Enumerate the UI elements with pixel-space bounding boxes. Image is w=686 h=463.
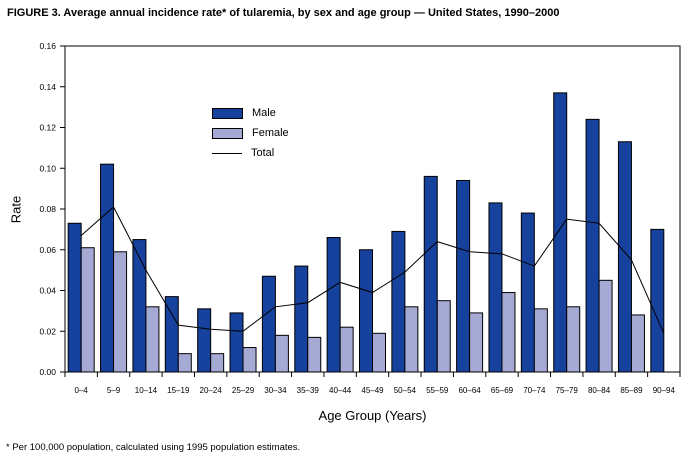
bar-female-70–74 xyxy=(533,308,548,373)
x-category-label: 90–94 xyxy=(653,386,676,395)
y-tick-label: 0.10 xyxy=(39,163,56,173)
bar-female-80–84 xyxy=(598,279,613,373)
x-category-label: 45–49 xyxy=(361,386,384,395)
x-category-label: 0–4 xyxy=(75,386,89,395)
bar-male-85–89 xyxy=(617,141,632,373)
bar-male-5–9 xyxy=(100,163,115,373)
chart-legend: Male Female Total xyxy=(212,103,289,163)
bar-female-75–79 xyxy=(566,306,581,373)
x-category-label: 65–69 xyxy=(491,386,514,395)
bar-male-90–94 xyxy=(650,228,665,373)
x-category-label: 30–34 xyxy=(264,386,287,395)
legend-item-male: Male xyxy=(212,103,289,123)
x-category-label: 70–74 xyxy=(523,386,546,395)
bar-male-40–44 xyxy=(326,237,341,373)
total-line xyxy=(80,206,665,334)
bar-male-80–84 xyxy=(585,118,600,373)
y-tick-label: 0.02 xyxy=(39,326,56,336)
x-category-label: 35–39 xyxy=(297,386,320,395)
bar-male-25–29 xyxy=(229,312,244,373)
x-category-label: 55–59 xyxy=(426,386,449,395)
tularemia-incidence-chart: 0.00 0.02 0.04 0.06 0.08 0.10 0.12 0.14 0.16 0–4 5… xyxy=(39,41,681,395)
bar-female-45–49 xyxy=(372,332,386,373)
x-category-label: 80–84 xyxy=(588,386,611,395)
bar-male-45–49 xyxy=(359,249,373,373)
y-tick-label: 0.14 xyxy=(39,82,56,92)
bar-female-65–69 xyxy=(501,292,516,373)
x-category-label: 85–89 xyxy=(620,386,643,395)
x-category-label: 5–9 xyxy=(107,386,121,395)
bar-male-60–64 xyxy=(456,179,471,373)
bar-male-0–4 xyxy=(67,222,82,373)
bar-female-40–44 xyxy=(339,326,354,373)
figure-title: FIGURE 3. Average annual incidence rate*… xyxy=(7,7,560,19)
bar-female-15–19 xyxy=(177,353,192,373)
y-tick-label: 0.08 xyxy=(39,204,56,214)
bar-male-15–19 xyxy=(164,296,179,373)
y-tick-label: 0.16 xyxy=(39,41,56,51)
legend-total-label: Total xyxy=(251,147,275,159)
bar-female-20–24 xyxy=(210,353,225,373)
bar-male-50–54 xyxy=(391,230,406,373)
bar-female-85–89 xyxy=(630,314,645,373)
bar-female-30–34 xyxy=(274,334,289,373)
bar-male-65–69 xyxy=(488,202,503,373)
bar-female-60–64 xyxy=(469,312,484,373)
bar-female-10–14 xyxy=(145,306,160,373)
x-category-label: 60–64 xyxy=(458,386,481,395)
female-series-swatch xyxy=(212,127,243,139)
y-axis-label: Rate xyxy=(8,195,24,224)
x-category-label: 15–19 xyxy=(167,386,190,395)
y-tick-label: 0.12 xyxy=(39,123,56,133)
bar-male-35–39 xyxy=(294,265,309,373)
bar-female-0–4 xyxy=(80,247,95,373)
x-category-label: 10–14 xyxy=(135,386,158,395)
x-category-label: 25–29 xyxy=(232,386,255,395)
legend-item-female: Female xyxy=(212,123,289,143)
bar-male-30–34 xyxy=(261,275,276,373)
legend-item-total: Total xyxy=(212,143,289,163)
y-tick-label: 0.06 xyxy=(39,245,56,255)
legend-male-label: Male xyxy=(252,107,276,119)
bar-male-20–24 xyxy=(197,308,212,373)
footnote: * Per 100,000 population, calculated usi… xyxy=(6,442,301,453)
x-category-label: 75–79 xyxy=(556,386,579,395)
total-series-swatch xyxy=(212,152,242,154)
y-tick-label: 0.04 xyxy=(39,286,56,296)
bar-female-25–29 xyxy=(242,347,257,373)
x-category-label: 40–44 xyxy=(329,386,352,395)
x-category-label: 50–54 xyxy=(394,386,417,395)
bar-female-55–59 xyxy=(436,300,451,373)
y-tick-label: 0.00 xyxy=(39,367,56,377)
bar-female-50–54 xyxy=(404,306,419,373)
x-axis-label: Age Group (Years) xyxy=(318,408,427,423)
bar-male-75–79 xyxy=(553,92,568,373)
bar-female-35–39 xyxy=(307,336,322,373)
bar-male-10–14 xyxy=(132,239,147,373)
bar-male-70–74 xyxy=(520,212,535,373)
legend-female-label: Female xyxy=(252,127,289,139)
male-series-swatch xyxy=(212,107,243,119)
x-category-label: 20–24 xyxy=(200,386,223,395)
bar-female-5–9 xyxy=(113,251,128,373)
bar-male-55–59 xyxy=(423,175,438,373)
